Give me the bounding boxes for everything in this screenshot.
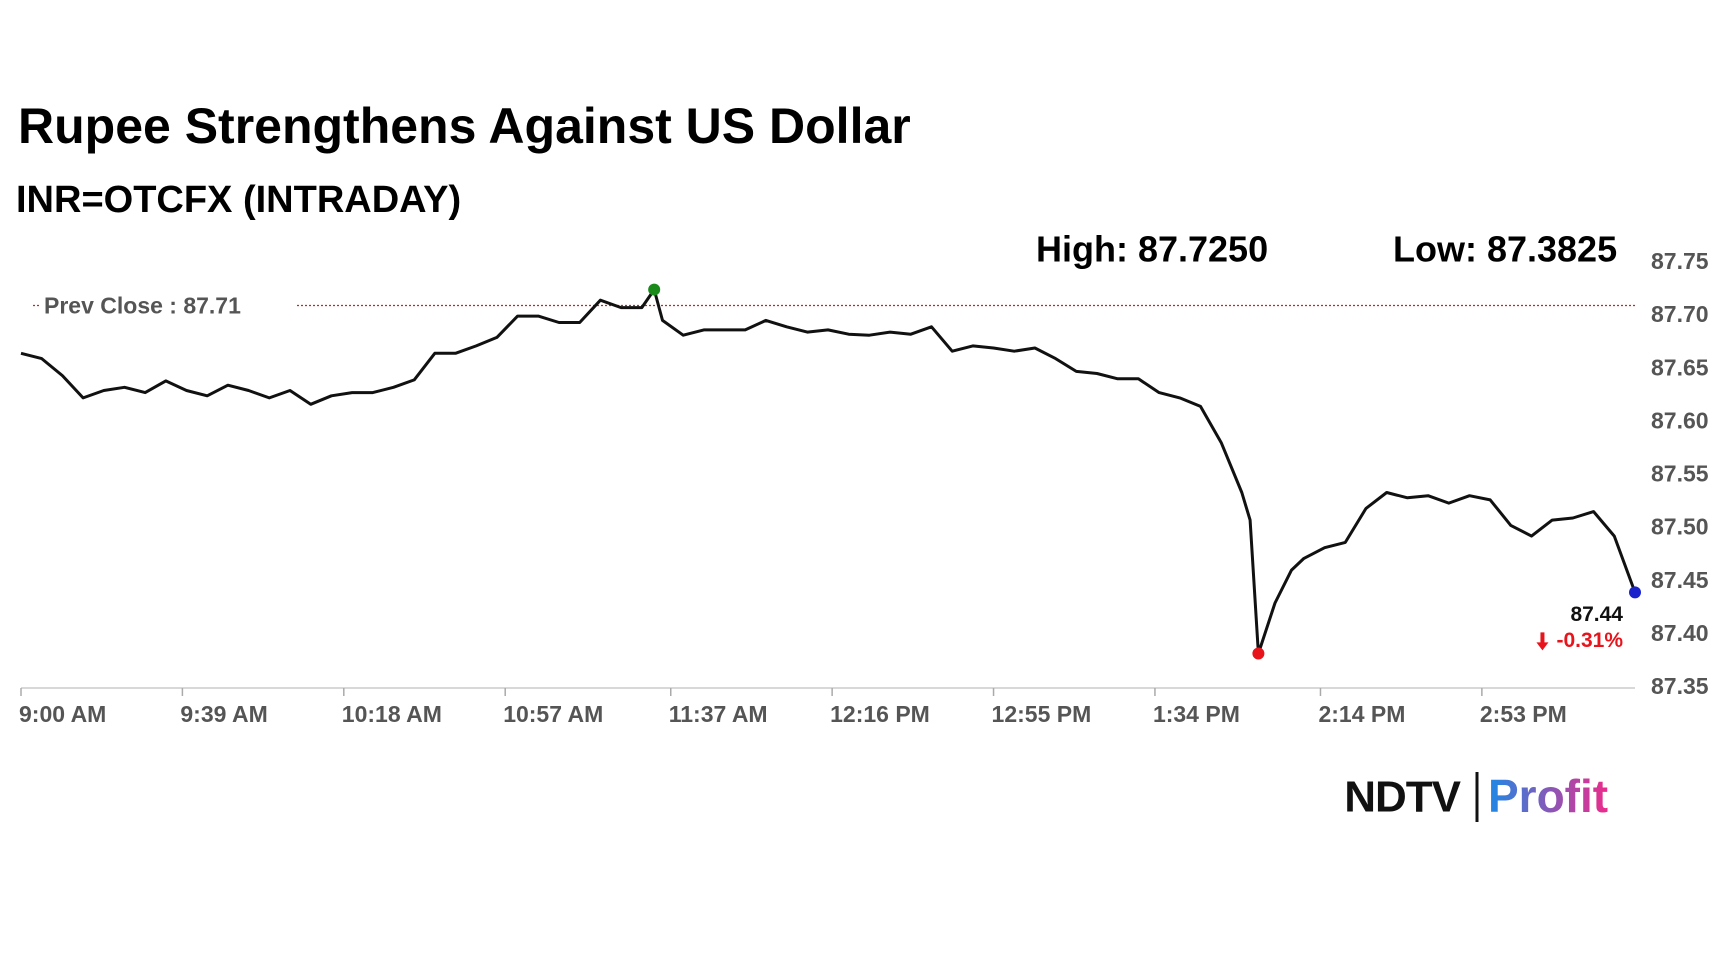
low-marker	[1252, 647, 1265, 660]
plot-area: 87.35 87.40 87.45 87.50 87.55 87.60 87.65 87.70…	[19, 248, 1709, 727]
chart-subtitle: INR=OTCFX (INTRADAY)	[16, 179, 461, 221]
y-tick-label: 87.55	[1651, 461, 1709, 487]
logo-ndtv: NDTV	[1344, 773, 1461, 822]
last-marker	[1629, 586, 1641, 599]
y-tick-label: 87.35	[1651, 673, 1709, 699]
y-tick-label: 87.65	[1651, 354, 1709, 380]
x-tick-label: 9:39 AM	[180, 701, 267, 727]
low-label: Low: 87.3825	[1393, 229, 1617, 270]
logo-profit: Profit	[1488, 770, 1608, 822]
x-tick-label: 12:16 PM	[830, 701, 930, 727]
y-tick-label: 87.60	[1651, 407, 1709, 433]
y-tick-label: 87.40	[1651, 620, 1709, 646]
chart-title: Rupee Strengthens Against US Dollar	[18, 98, 911, 154]
high-marker	[648, 283, 661, 296]
y-tick-label: 87.70	[1651, 301, 1709, 327]
last-value-label: 87.44	[1570, 603, 1623, 626]
x-tick-label: 9:00 AM	[19, 701, 106, 727]
prev-close-label-bg	[39, 291, 295, 320]
x-tick-label: 10:57 AM	[503, 701, 603, 727]
price-line	[20, 288, 1637, 655]
x-tick-label: 1:34 PM	[1153, 701, 1240, 727]
y-tick-label: 87.75	[1651, 248, 1709, 274]
change-label: -0.31%	[1556, 629, 1623, 652]
x-tick-label: 11:37 AM	[669, 701, 768, 727]
high-label: High: 87.7250	[1036, 229, 1268, 270]
prev-close-label: Prev Close : 87.71	[44, 293, 241, 319]
y-tick-label: 87.50	[1651, 514, 1709, 540]
x-tick-label: 2:14 PM	[1318, 701, 1405, 727]
x-tick-label: 10:18 AM	[342, 701, 442, 727]
x-tick-label: 2:53 PM	[1480, 701, 1567, 727]
x-tick-label: 12:55 PM	[992, 701, 1092, 727]
down-arrow-icon	[1536, 632, 1549, 651]
y-tick-label: 87.45	[1651, 567, 1709, 593]
